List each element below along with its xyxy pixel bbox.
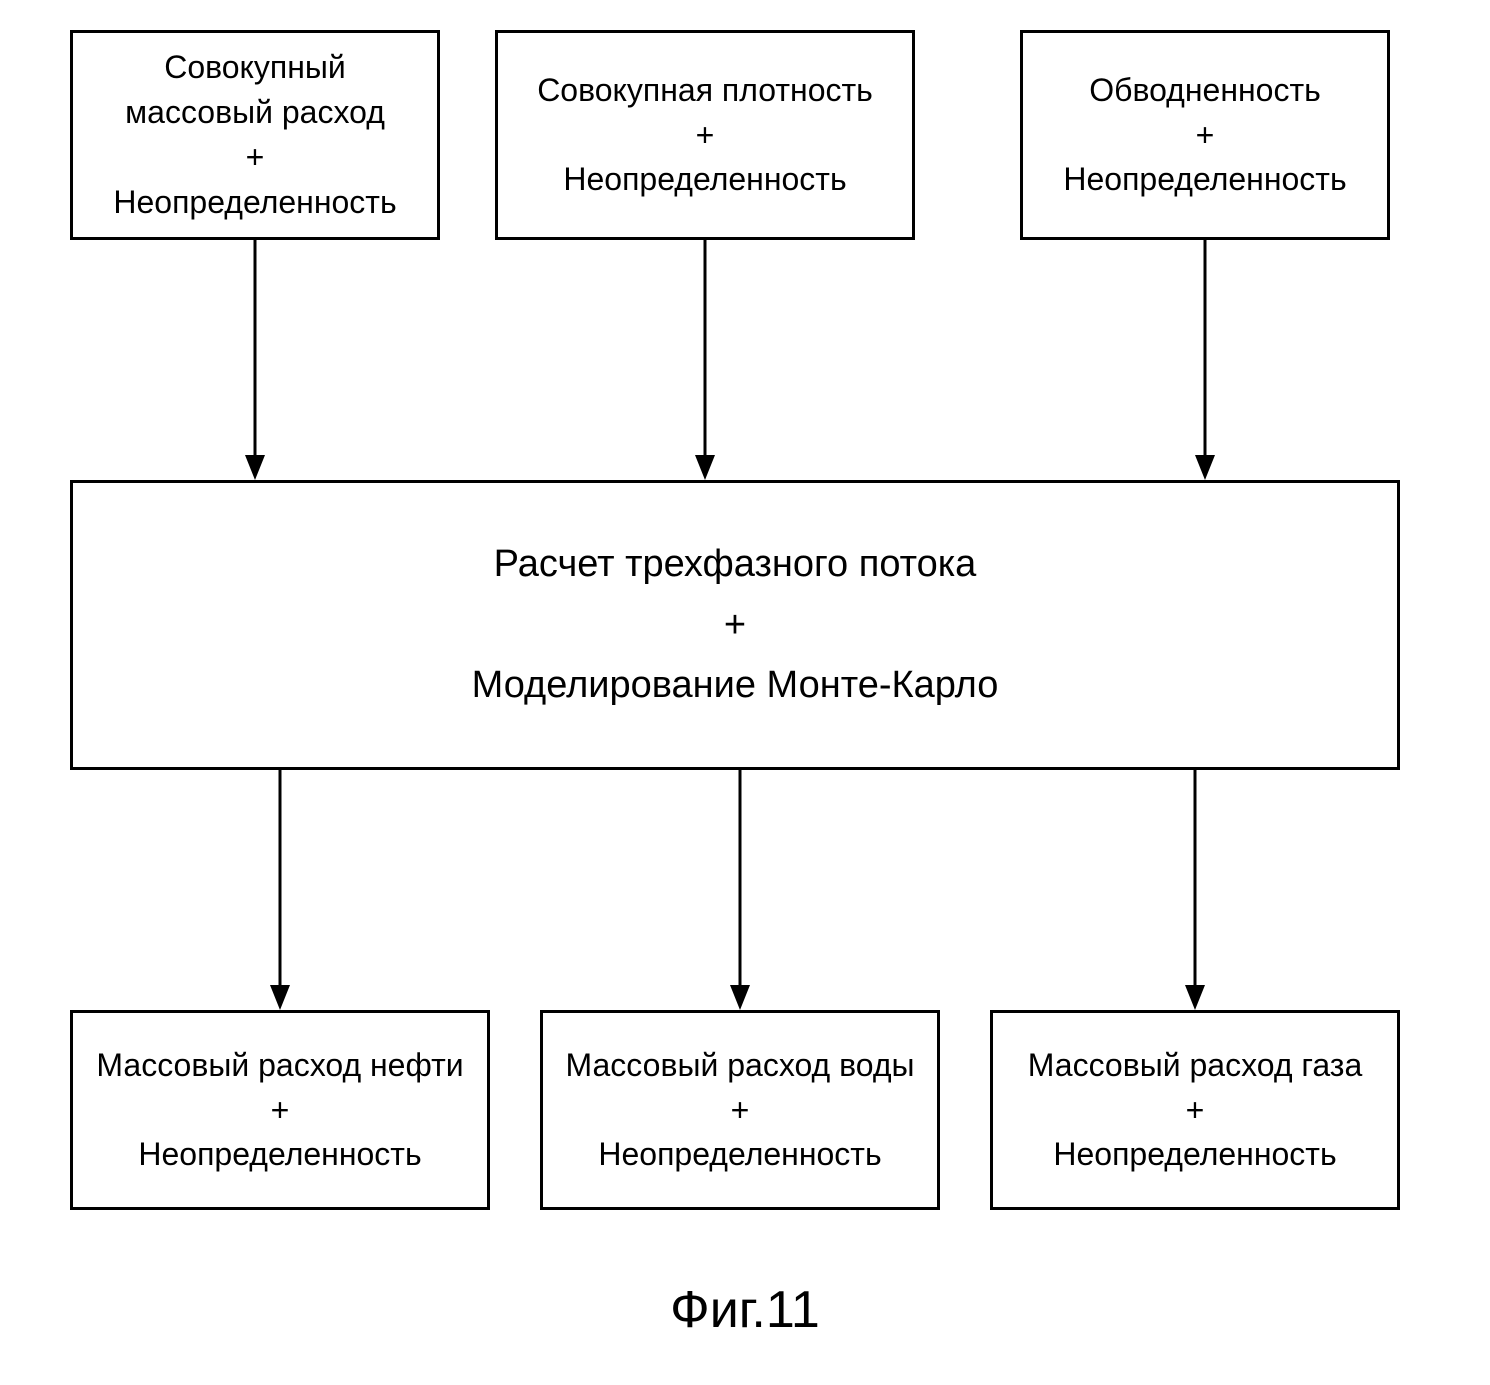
arrow-input2 xyxy=(690,240,720,480)
output2-plus: + xyxy=(731,1088,750,1133)
output-box-water: Массовый расход воды + Неопределенность xyxy=(540,1010,940,1210)
input1-line2: массовый расход xyxy=(125,90,385,135)
input1-line1: Совокупный xyxy=(164,45,346,90)
input3-line3: Неопределенность xyxy=(1063,157,1346,202)
output-box-oil: Массовый расход нефти + Неопределенность xyxy=(70,1010,490,1210)
center-line2: Моделирование Монте-Карло xyxy=(472,655,999,716)
input-box-mass-flow: Совокупный массовый расход + Неопределен… xyxy=(70,30,440,240)
input1-plus: + xyxy=(246,135,265,180)
input3-plus: + xyxy=(1196,113,1215,158)
arrow-input1 xyxy=(240,240,270,480)
output2-line3: Неопределенность xyxy=(598,1132,881,1177)
output1-line1: Массовый расход нефти xyxy=(96,1043,463,1088)
center-box-calculation: Расчет трехфазного потока + Моделировани… xyxy=(70,480,1400,770)
input2-line1: Совокупная плотность xyxy=(537,68,873,113)
arrow-output2 xyxy=(725,770,755,1010)
output3-line3: Неопределенность xyxy=(1053,1132,1336,1177)
center-line1: Расчет трехфазного потока xyxy=(494,534,977,595)
input-box-density: Совокупная плотность + Неопределенность xyxy=(495,30,915,240)
figure-caption: Фиг.11 xyxy=(0,1280,1490,1340)
input1-line3: Неопределенность xyxy=(113,180,396,225)
center-plus: + xyxy=(724,595,746,656)
output-box-gas: Массовый расход газа + Неопределенность xyxy=(990,1010,1400,1210)
output3-plus: + xyxy=(1186,1088,1205,1133)
input2-plus: + xyxy=(696,113,715,158)
input2-line3: Неопределенность xyxy=(563,157,846,202)
output2-line1: Массовый расход воды xyxy=(565,1043,914,1088)
output3-line1: Массовый расход газа xyxy=(1028,1043,1363,1088)
arrow-output1 xyxy=(265,770,295,1010)
arrow-input3 xyxy=(1190,240,1220,480)
output1-line3: Неопределенность xyxy=(138,1132,421,1177)
arrow-output3 xyxy=(1180,770,1210,1010)
input3-line1: Обводненность xyxy=(1089,68,1321,113)
input-box-water-cut: Обводненность + Неопределенность xyxy=(1020,30,1390,240)
output1-plus: + xyxy=(271,1088,290,1133)
